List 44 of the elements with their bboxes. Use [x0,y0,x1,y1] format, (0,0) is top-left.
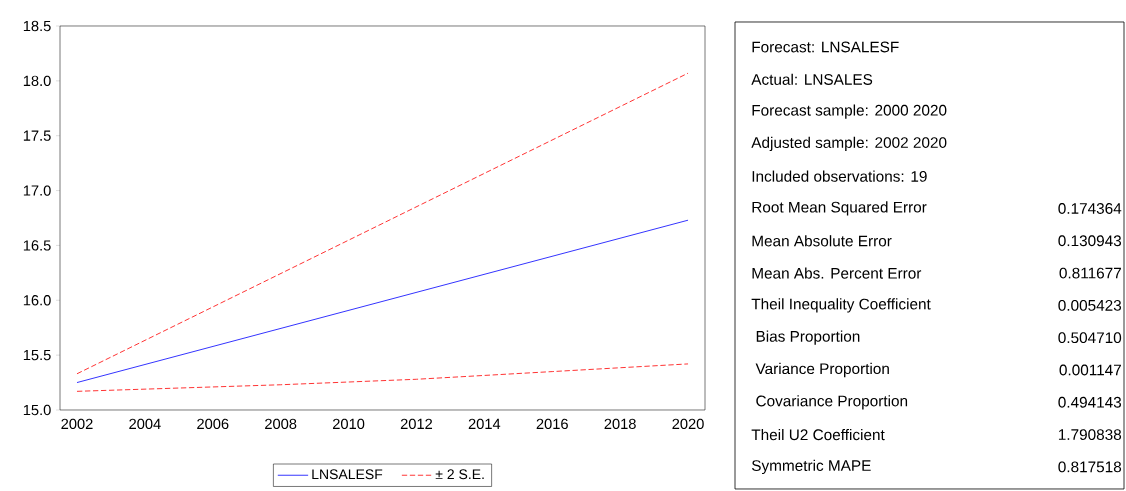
text: 0.504710 [1058,332,1122,344]
category-label: Forecast: LNSALESF [752,41,899,53]
line-series [76,363,689,392]
category-label: Theil Inequality Coefficient [751,298,931,313]
category-label: Bias Proportion [756,330,860,345]
category-label: Actual: LNSALES [751,73,873,85]
y-tick-label: 17.5 [23,130,51,141]
x-tick-label: 2002 [61,418,93,430]
y-tick-label: 16.0 [23,295,51,306]
category-label: Mean Abs. Percent Error [752,267,922,279]
x-tick-label: 2012 [400,418,433,430]
text: 0.811677 [1059,267,1121,279]
text: 0.174364 [1058,203,1122,214]
category-label: Variance Proportion [755,362,889,378]
text: 0.494143 [1058,396,1122,408]
x-tick-label: 2014 [468,418,501,430]
y-tick-label: 18.0 [23,75,51,87]
x-tick-label: 2008 [265,418,297,430]
legend-label: LNSALESF [312,469,383,480]
category-label: Theil U2 Coefficient [751,428,885,441]
x-tick-label: 2018 [604,418,636,430]
category-label: Included observations: 19 [752,170,927,182]
x-tick-label: 2016 [536,418,568,430]
y-tick-label: 16.5 [23,240,51,251]
legend-label: ± 2 S.E. [435,469,484,480]
y-tick-label: 15.0 [23,404,51,416]
x-tick-label: 2006 [197,418,229,430]
text: 1.790838 [1058,429,1122,441]
y-tick-label: 17.0 [23,185,51,196]
y-tick-label: 15.5 [23,350,51,361]
y-tick-label: 18.5 [23,20,51,32]
text: 0.130943 [1058,235,1122,247]
text: 0.817518 [1058,461,1122,473]
text: 0.005423 [1058,299,1122,311]
x-tick-label: 2010 [332,418,365,430]
category-label: Symmetric MAPE [751,459,871,475]
category-label: Covariance Proportion [756,395,908,410]
category-label: Adjusted sample: 2002 2020 [751,136,947,152]
x-tick-label: 2020 [672,418,704,430]
category-label: Mean Absolute Error [752,235,892,247]
category-label: Root Mean Squared Error [752,201,927,216]
x-tick-label: 2004 [129,418,161,430]
text: 0.001147 [1059,364,1121,376]
category-label: Forecast sample: 2000 2020 [752,104,947,119]
